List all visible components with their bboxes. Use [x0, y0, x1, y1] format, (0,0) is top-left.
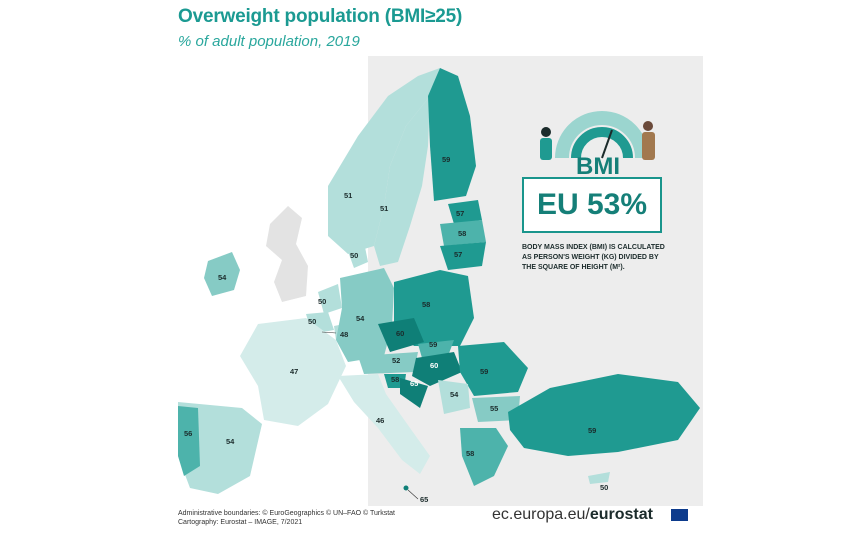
value-latvia: 58: [458, 229, 466, 238]
bmi-gauge-arc: [555, 111, 649, 159]
value-netherlands: 50: [318, 297, 326, 306]
bmi-gauge-needle: [601, 129, 613, 159]
romania-shape: [458, 342, 528, 396]
page-title: Overweight population (BMI≥25): [178, 6, 463, 27]
germany-shape: [336, 268, 394, 362]
value-denmark: 50: [350, 251, 358, 260]
value-serbia: 54: [450, 390, 459, 399]
value-cyprus: 50: [600, 483, 608, 492]
lithuania-shape: [440, 242, 486, 270]
france-shape: [240, 318, 346, 426]
value-italy: 46: [376, 416, 384, 425]
eu-flag-icon: [671, 509, 688, 521]
value-greece: 58: [466, 449, 474, 458]
norway-shape: [328, 68, 440, 254]
eu-average-box: EU 53%: [522, 177, 662, 233]
value-lithuania: 57: [454, 250, 462, 259]
value-ireland: 54: [218, 273, 227, 282]
value-spain: 54: [226, 437, 235, 446]
value-poland: 58: [422, 300, 430, 309]
value-estonia: 57: [456, 209, 464, 218]
value-france: 47: [290, 367, 298, 376]
leader-malta: [407, 489, 419, 500]
person-right-icon: [643, 121, 653, 131]
portugal-shape: [178, 406, 200, 476]
credits-cartography: Cartography: Eurostat – IMAGE, 7/2021: [178, 519, 303, 526]
spain-shape: [178, 402, 262, 494]
uk-shape: [266, 206, 308, 302]
value-turkey: 59: [588, 426, 596, 435]
finland-shape: [428, 68, 476, 201]
map-credits: Administrative boundaries: © EuroGeograp…: [178, 509, 395, 527]
value-luxembourg: 48: [340, 330, 348, 339]
value-bulgaria: 55: [490, 404, 498, 413]
greece-shape: [460, 428, 508, 486]
person-right-body-icon: [642, 132, 655, 160]
credits-boundaries: Administrative boundaries: © EuroGeograp…: [178, 510, 396, 517]
croatia-shape: [400, 378, 428, 408]
value-norway: 51: [344, 191, 352, 200]
netherlands-shape: [318, 284, 342, 314]
site-prefix: ec.europa.eu/: [492, 506, 590, 523]
person-left-icon: [541, 127, 551, 137]
person-left-body-icon: [540, 138, 552, 160]
malta-shape: [403, 485, 409, 491]
turkey-shape: [508, 374, 700, 456]
value-portugal: 56: [184, 429, 192, 438]
page-subtitle: % of adult population, 2019: [178, 33, 360, 50]
site-brand: eurostat: [589, 506, 653, 523]
value-finland: 59: [442, 155, 450, 164]
value-slovakia: 59: [429, 340, 437, 349]
latvia-shape: [440, 220, 486, 246]
denmark-shape: [346, 242, 368, 268]
cyprus-shape: [588, 472, 610, 484]
value-romania: 59: [480, 367, 488, 376]
bmi-gauge-inner: [571, 127, 633, 159]
value-austria: 52: [392, 356, 400, 365]
sweden-shape: [374, 96, 430, 266]
value-sweden: 51: [380, 204, 388, 213]
serbia-shape: [438, 380, 470, 414]
leader-luxembourg: [321, 331, 337, 334]
value-malta: 65: [420, 495, 428, 504]
eurostat-site-link[interactable]: ec.europa.eu/eurostat: [492, 506, 653, 524]
bmi-definition: BODY MASS INDEX (BMI) IS CALCULATED AS P…: [522, 244, 665, 271]
estonia-shape: [448, 200, 482, 224]
austria-shape: [358, 352, 418, 374]
value-germany: 54: [356, 314, 365, 323]
czechia-shape: [378, 318, 424, 352]
hungary-shape: [412, 352, 462, 386]
value-hungary: 60: [430, 361, 438, 370]
value-belgium: 50: [308, 317, 316, 326]
value-slovenia: 58: [391, 375, 399, 384]
value-czechia: 60: [396, 329, 404, 338]
bmi-logo-text: BMI: [576, 153, 620, 178]
value-croatia: 65: [410, 379, 418, 388]
bulgaria-shape: [472, 396, 520, 422]
bmi-illustration: BMI: [540, 111, 655, 178]
ireland-shape: [204, 252, 240, 296]
italy-shape: [338, 374, 430, 474]
